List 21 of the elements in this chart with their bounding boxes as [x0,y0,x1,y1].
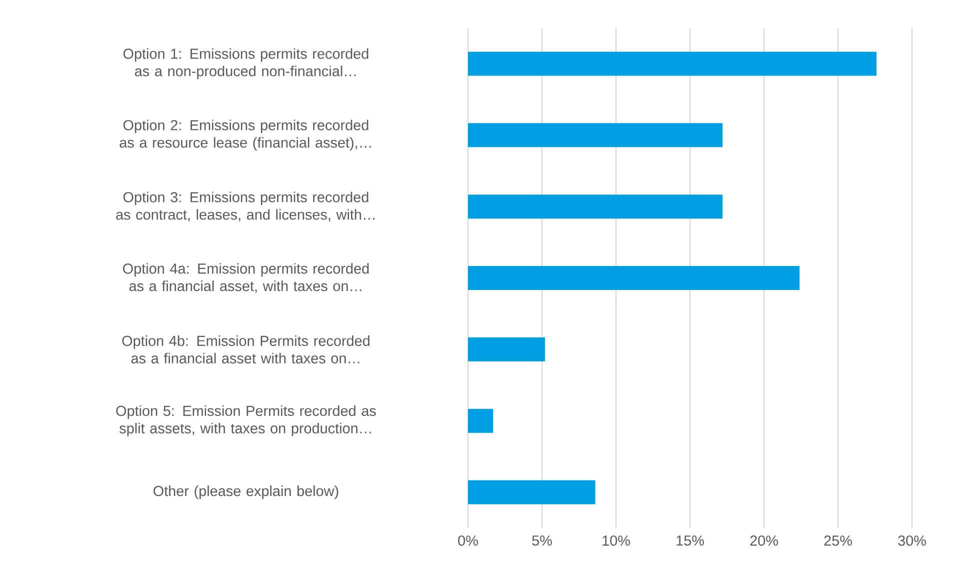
x-tick-label: 15% [676,536,704,546]
x-tick-label: 5% [532,536,552,546]
bar [468,123,723,148]
y-tick-label: Option 2: Emissions permits recorded as a resource lease (financial asset),… [120,120,371,151]
bar [468,408,494,433]
x-tick-label: 30% [898,536,926,546]
y-tick-label: Option 1: Emissions permits recorded as a non-produced non-financial… [123,48,368,80]
bar [468,266,800,290]
x-tick-label: 25% [824,536,852,546]
y-tick-label: Other (please explain below) [154,486,338,500]
bar [468,52,876,76]
y-tick-label: Option 3: Emissions permits recorded as contract, leases, and licenses, with… [116,192,374,222]
x-tick-label: 10% [602,536,630,546]
y-tick-label: Option 4a: Emission permits recorded as a financial asset, with taxes on… [123,263,369,293]
y-tick-label: Option 5: Emission Permits recorded as split assets, with taxes on production… [116,405,376,436]
y-tick-label: Option 4b: Emission Permits recorded as a financial asset with taxes on… [122,335,370,364]
bar [468,480,596,504]
bar [468,194,723,219]
x-tick-label: 20% [750,536,778,546]
x-tick-label: 0% [458,536,478,546]
bar [468,337,545,362]
